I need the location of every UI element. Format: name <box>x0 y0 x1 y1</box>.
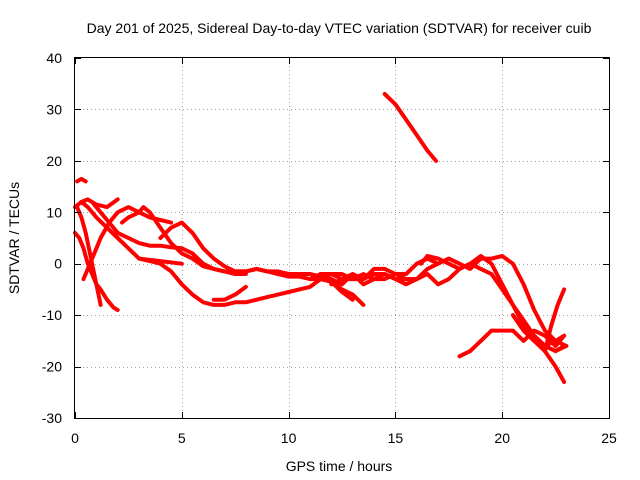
x-tick-label: 25 <box>601 430 617 446</box>
y-tick-label: -20 <box>42 359 62 375</box>
series-trace-s <box>382 92 438 163</box>
y-tick-label: 20 <box>46 153 62 169</box>
plot-frame <box>74 57 610 419</box>
x-tick-label: 10 <box>281 430 297 446</box>
series-trace-k <box>211 284 248 302</box>
series-trace-a <box>75 176 88 184</box>
x-tick-label: 0 <box>71 430 79 446</box>
grid-layer <box>75 58 609 418</box>
y-tick-label: 10 <box>46 204 62 220</box>
x-axis-label: GPS time / hours <box>286 458 393 474</box>
x-tick-label: 20 <box>494 430 510 446</box>
chart-title: Day 201 of 2025, Sidereal Day-to-day VTE… <box>87 20 592 36</box>
y-tick-label: 30 <box>46 101 62 117</box>
y-tick-label: 40 <box>46 50 62 66</box>
trace-layer <box>73 92 569 384</box>
y-axis-label: SDTVAR / TECUs <box>6 182 22 294</box>
y-tick-label: -30 <box>42 410 62 426</box>
series-trace-j <box>137 256 355 307</box>
y-tick-label: 0 <box>54 256 62 272</box>
series-trace-r <box>542 287 567 354</box>
x-tick-label: 15 <box>388 430 404 446</box>
series-trace-d <box>75 205 103 307</box>
series-trace-t <box>318 261 441 282</box>
x-tick-label: 5 <box>178 430 186 446</box>
y-tick-label: -10 <box>42 307 62 323</box>
tick-layer: 0 5 10 15 20 25 -30 -20 -10 0 10 20 30 40 <box>42 50 617 446</box>
